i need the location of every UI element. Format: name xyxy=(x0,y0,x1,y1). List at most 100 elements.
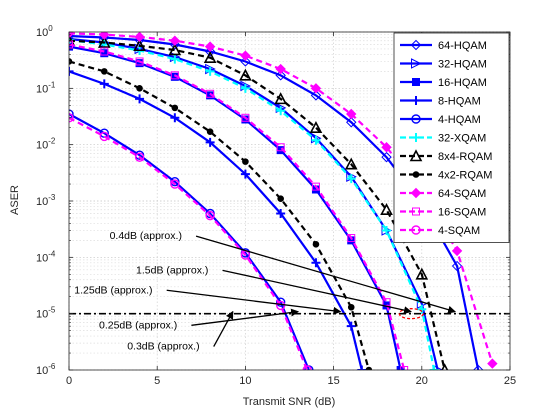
data-point xyxy=(242,158,249,165)
x-tick-label: 20 xyxy=(416,375,428,387)
data-point xyxy=(400,366,409,370)
legend-entry: 16-SQAM xyxy=(400,207,486,219)
data-point xyxy=(69,40,73,49)
data-point xyxy=(240,169,250,179)
legend: 64-HQAM 32-HQAM 16-HQAM 8-HQAM 4-HQAM 32-XQAM… xyxy=(393,32,510,243)
annotation-arrow xyxy=(166,289,342,315)
legend-entry: 4-HQAM xyxy=(400,114,481,126)
legend-label: 4-HQAM xyxy=(438,114,481,126)
data-point xyxy=(100,68,108,75)
data-point xyxy=(275,70,286,81)
data-point xyxy=(275,63,286,75)
axes: 0 5 10 15 20 25 100 10-1 10-2 10-3 10-4 10-5 10-6 xyxy=(36,24,516,387)
data-point xyxy=(69,109,74,119)
data-point xyxy=(276,106,286,116)
data-point xyxy=(411,225,421,235)
y-tick-label: 10-4 xyxy=(36,249,56,264)
data-point xyxy=(133,39,146,52)
annotation-label: 0.25dB (approx.) xyxy=(99,319,177,331)
data-point xyxy=(346,174,356,184)
y-axis-label: ASER xyxy=(9,185,21,215)
data-point xyxy=(169,39,181,50)
series-line xyxy=(69,39,446,370)
data-point xyxy=(380,203,393,216)
data-point xyxy=(100,47,109,56)
x-axis-label: Transmit SNR (dB) xyxy=(243,396,336,408)
data-point xyxy=(276,143,285,152)
data-point xyxy=(136,85,143,92)
data-point xyxy=(69,113,74,123)
data-point xyxy=(409,149,423,162)
data-point xyxy=(240,56,251,67)
annotation: 0.4dB (approx.) xyxy=(110,230,457,314)
data-point xyxy=(411,114,421,124)
data-point xyxy=(168,43,182,56)
data-point xyxy=(346,117,357,128)
legend-entry: 32-HQAM xyxy=(400,58,487,71)
series-4x2-rqam xyxy=(69,58,373,370)
data-point xyxy=(99,32,110,40)
y-tick-label: 10-3 xyxy=(36,193,56,208)
legend-label: 64-HQAM xyxy=(438,40,487,52)
data-point xyxy=(312,241,320,248)
data-point xyxy=(205,66,215,76)
legend-entry: 64-SQAM xyxy=(400,187,486,200)
data-point xyxy=(169,35,181,46)
series-line xyxy=(69,43,406,370)
data-point xyxy=(170,179,180,189)
data-point xyxy=(382,225,392,235)
data-point xyxy=(205,137,215,147)
y-tick-label: 10-2 xyxy=(36,137,56,152)
data-point xyxy=(311,135,321,145)
series-line xyxy=(69,113,310,370)
data-point xyxy=(417,304,427,314)
x-tick-label: 0 xyxy=(66,375,72,387)
data-point xyxy=(205,210,215,221)
data-point xyxy=(170,71,179,80)
data-point xyxy=(69,32,75,39)
annotation-arrow xyxy=(222,269,412,315)
y-tick-label: 10-6 xyxy=(36,362,56,377)
data-point xyxy=(410,39,422,51)
y-tick-label: 10-5 xyxy=(36,306,56,321)
data-point xyxy=(411,133,421,142)
annotation-arrow xyxy=(195,235,457,314)
legend-label: 8-HQAM xyxy=(438,96,481,108)
data-point xyxy=(411,96,421,105)
data-point xyxy=(69,66,74,76)
annotation-arrow xyxy=(213,310,234,347)
data-point xyxy=(240,83,250,93)
data-point xyxy=(240,50,251,61)
legend-label: 32-XQAM xyxy=(438,133,486,145)
series-4-sqam xyxy=(69,113,312,370)
annotation: 1.25dB (approx.) xyxy=(74,284,342,315)
data-point xyxy=(344,157,358,170)
data-point xyxy=(347,303,355,311)
data-point xyxy=(412,78,420,86)
data-point xyxy=(381,142,392,153)
data-point xyxy=(309,120,323,134)
annotation: 0.3dB (approx.) xyxy=(127,310,234,353)
legend-entry: 32-XQAM xyxy=(400,133,486,145)
legend-label: 4x2-RQAM xyxy=(438,170,492,182)
x-tick-label: 15 xyxy=(327,375,339,387)
data-point xyxy=(311,258,321,268)
annotation: 0.25dB (approx.) xyxy=(99,308,300,331)
annotation-label: 0.4dB (approx.) xyxy=(110,230,182,242)
data-point xyxy=(134,152,145,162)
legend-entry: 8-HQAM xyxy=(400,96,481,108)
data-point xyxy=(346,321,356,331)
legend-entry: 8x4-RQAM xyxy=(400,149,492,163)
legend-label: 16-HQAM xyxy=(438,77,487,89)
data-point xyxy=(206,89,215,98)
x-tick-label: 25 xyxy=(504,375,516,387)
data-point xyxy=(381,151,392,163)
annotation-layer: 0.4dB (approx.) 1.5dB (approx.) 1.25dB (ap… xyxy=(69,230,510,353)
data-point xyxy=(170,113,180,123)
data-point xyxy=(432,364,444,370)
data-point xyxy=(451,260,463,272)
data-point xyxy=(487,358,498,369)
y-tick-label: 100 xyxy=(36,24,53,39)
series-32-xqam xyxy=(69,35,439,370)
legend-entry: 64-HQAM xyxy=(400,39,487,52)
